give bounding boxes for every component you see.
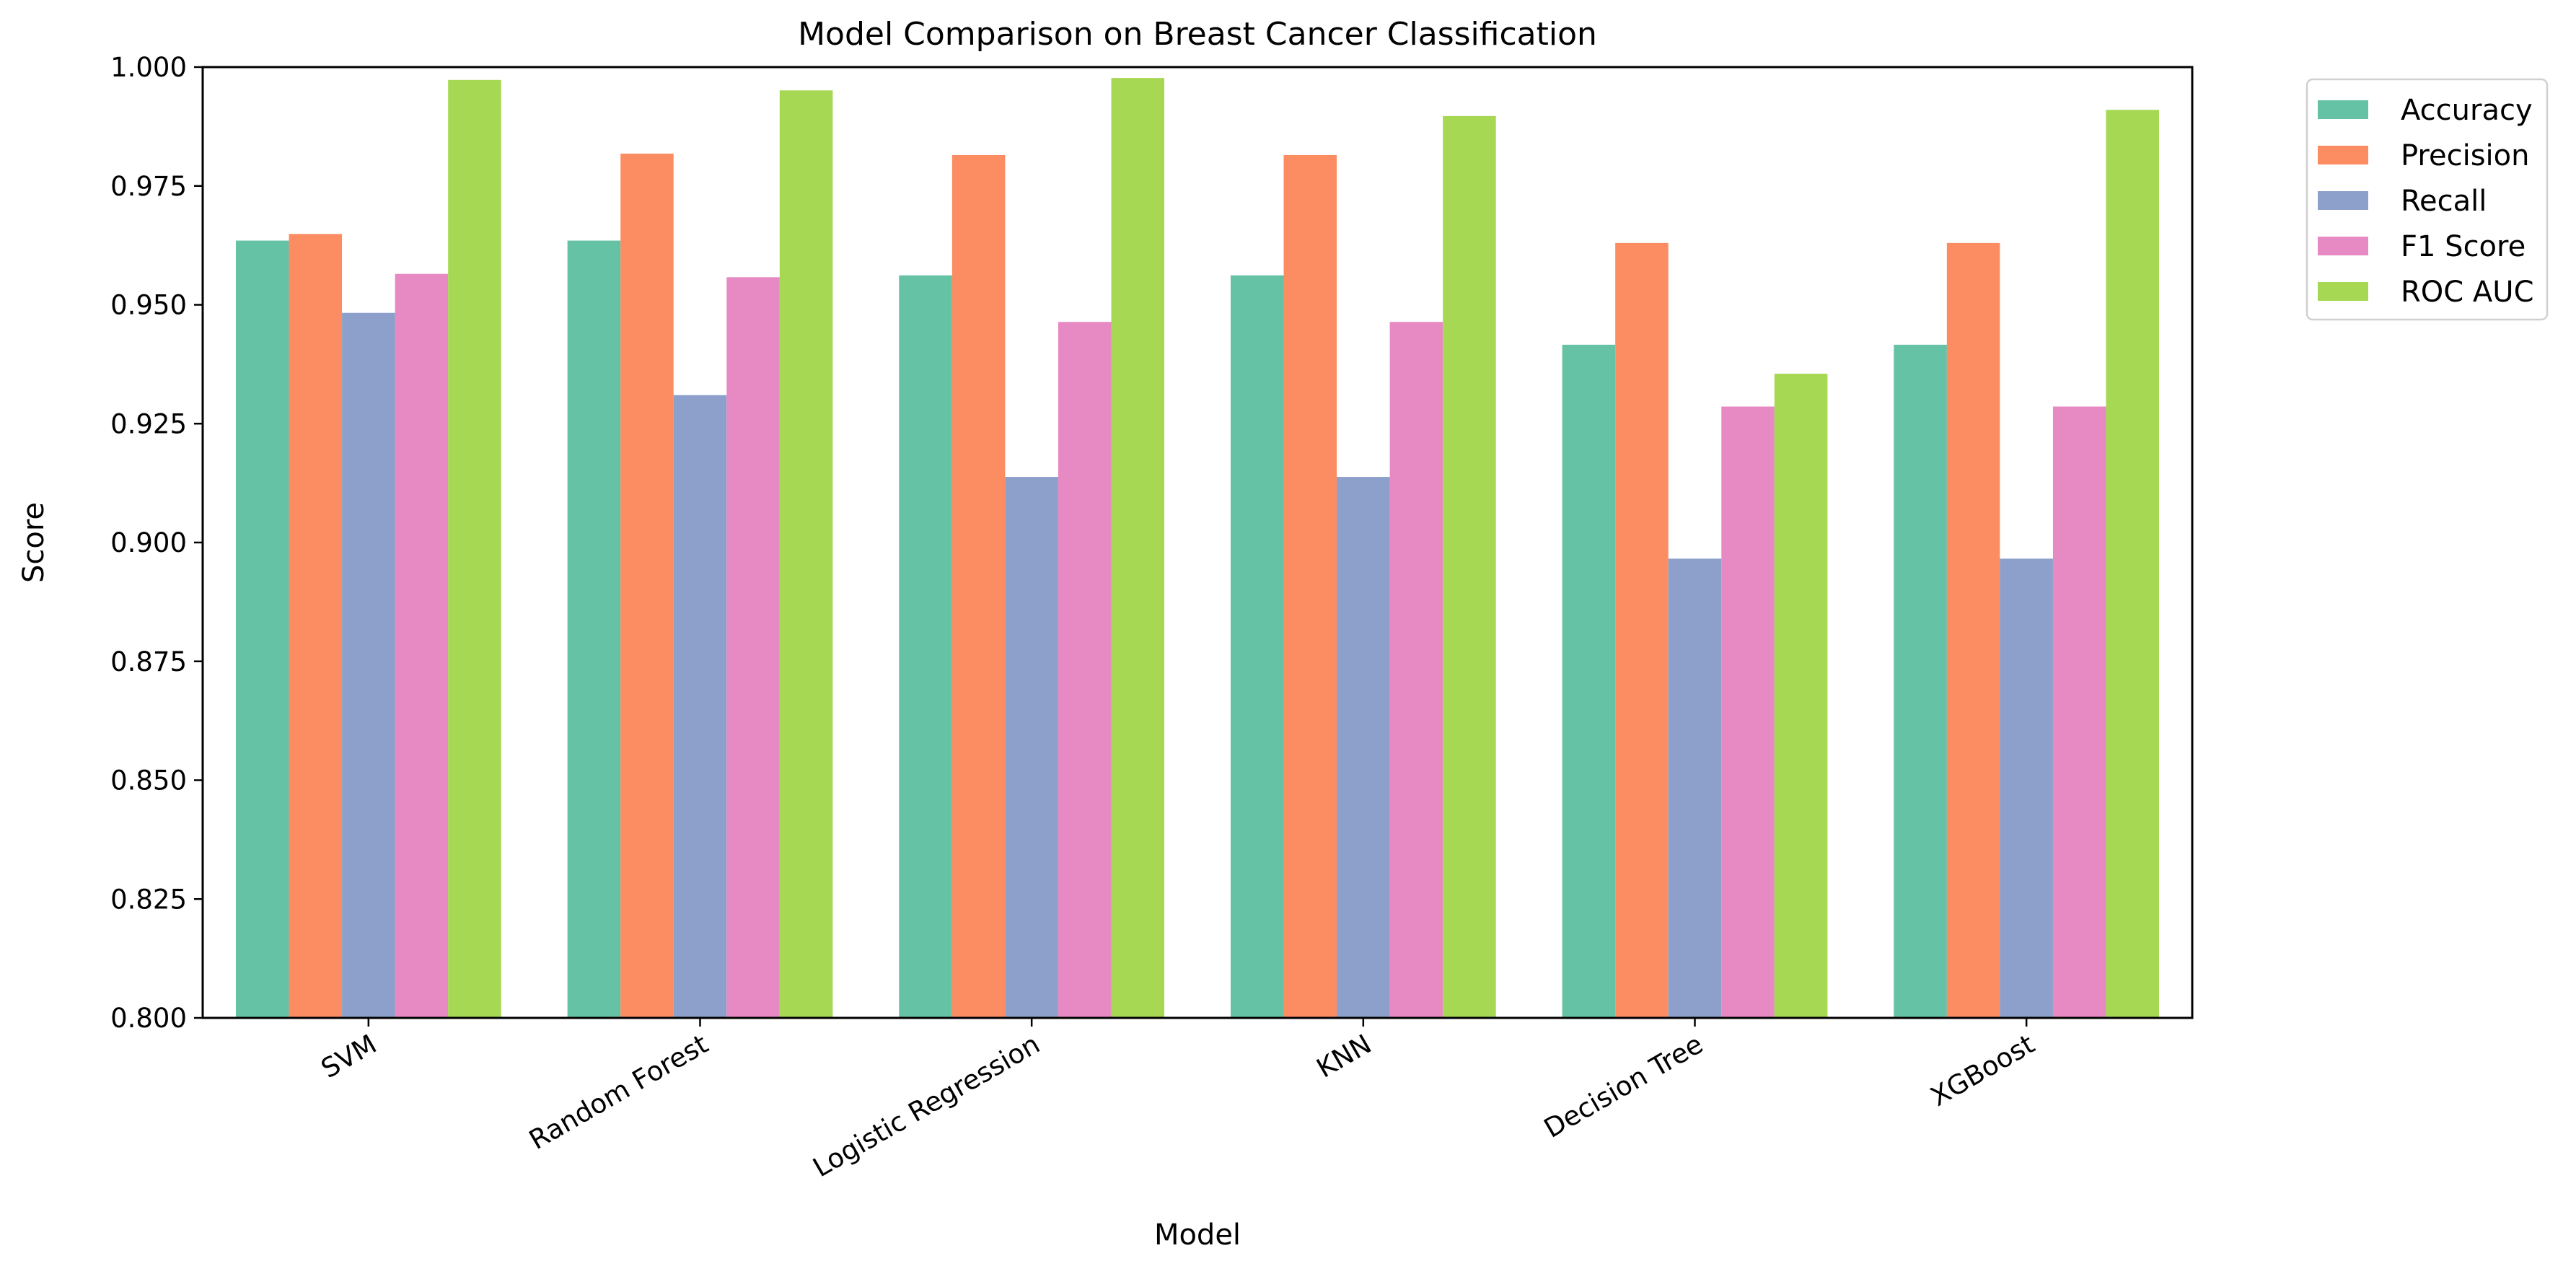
legend-label-recall: Recall bbox=[2401, 185, 2487, 218]
chart-title: Model Comparison on Breast Cancer Classi… bbox=[798, 16, 1597, 53]
legend-label-roc-auc: ROC AUC bbox=[2401, 276, 2534, 309]
legend-swatch-precision bbox=[2318, 146, 2368, 164]
plot-bars bbox=[235, 78, 2160, 1019]
bar-decision-tree-recall bbox=[1668, 558, 1722, 1018]
bar-knn-f1-score bbox=[1389, 322, 1443, 1018]
legend: Accuracy Precision Recall F1 Score ROC AUC bbox=[2305, 78, 2549, 321]
bar-random-forest-recall bbox=[673, 395, 727, 1018]
x-tick-label-random-forest: Random Forest bbox=[524, 1029, 713, 1156]
bar-logistic-regression-precision bbox=[951, 154, 1006, 1018]
y-tick-label: 0.825 bbox=[110, 884, 187, 915]
bar-svm-accuracy bbox=[235, 240, 289, 1018]
bar-logistic-regression-roc-auc bbox=[1111, 78, 1165, 1019]
bar-knn-accuracy bbox=[1230, 275, 1284, 1019]
bar-decision-tree-f1-score bbox=[1721, 406, 1775, 1018]
bar-decision-tree-precision bbox=[1615, 242, 1669, 1019]
y-tick-label: 0.800 bbox=[110, 1003, 187, 1034]
bar-svm-precision bbox=[289, 234, 343, 1019]
legend-swatch-recall bbox=[2318, 191, 2368, 210]
bar-xgboost-f1-score bbox=[2052, 406, 2106, 1018]
bar-xgboost-recall bbox=[2000, 558, 2053, 1018]
bar-xgboost-accuracy bbox=[1894, 344, 1947, 1019]
bar-random-forest-f1-score bbox=[726, 277, 780, 1018]
bar-logistic-regression-accuracy bbox=[899, 275, 952, 1019]
bar-knn-roc-auc bbox=[1443, 115, 1496, 1019]
y-tick-label: 0.950 bbox=[110, 290, 187, 321]
bar-decision-tree-roc-auc bbox=[1774, 374, 1828, 1018]
bar-random-forest-accuracy bbox=[567, 240, 621, 1018]
bar-xgboost-precision bbox=[1946, 242, 2000, 1019]
x-tick-label-decision-tree: Decision Tree bbox=[1539, 1029, 1708, 1144]
x-axis: SVM Random Forest Logistic Regression KNN De… bbox=[316, 1018, 2040, 1183]
legend-swatch-f1-score bbox=[2318, 237, 2368, 255]
bar-random-forest-precision bbox=[620, 153, 674, 1019]
y-tick-label: 0.900 bbox=[110, 527, 187, 558]
y-axis-label: Score bbox=[17, 502, 50, 583]
x-tick-label-logistic-regression: Logistic Regression bbox=[808, 1029, 1045, 1184]
y-tick-label: 0.975 bbox=[110, 171, 187, 202]
bar-svm-f1-score bbox=[395, 273, 449, 1018]
y-tick-label: 1.000 bbox=[110, 52, 187, 83]
legend-swatch-accuracy bbox=[2318, 100, 2368, 119]
bar-xgboost-roc-auc bbox=[2106, 110, 2160, 1018]
legend-label-f1-score: F1 Score bbox=[2401, 230, 2526, 263]
x-tick-label-knn: KNN bbox=[1311, 1029, 1376, 1084]
y-tick-label: 0.875 bbox=[110, 646, 187, 677]
x-tick-label-svm: SVM bbox=[316, 1029, 382, 1085]
bar-logistic-regression-f1-score bbox=[1058, 322, 1112, 1018]
legend-box bbox=[2305, 78, 2549, 321]
bar-logistic-regression-recall bbox=[1005, 477, 1058, 1018]
bar-svm-roc-auc bbox=[448, 79, 501, 1019]
bar-decision-tree-accuracy bbox=[1562, 344, 1616, 1019]
bar-knn-recall bbox=[1337, 477, 1390, 1018]
bar-random-forest-roc-auc bbox=[779, 90, 833, 1018]
y-axis: 0.800 0.825 0.850 0.875 0.900 0.925 0.950 0.975… bbox=[110, 52, 203, 1034]
legend-label-accuracy: Accuracy bbox=[2401, 94, 2533, 127]
y-tick-label: 0.925 bbox=[110, 408, 187, 439]
legend-swatch-roc-auc bbox=[2318, 282, 2368, 301]
x-tick-label-xgboost: XGBoost bbox=[1925, 1029, 2040, 1112]
y-tick-label: 0.850 bbox=[110, 765, 187, 796]
x-axis-label: Model bbox=[1154, 1218, 1241, 1252]
bar-svm-recall bbox=[342, 312, 395, 1018]
legend-label-precision: Precision bbox=[2401, 139, 2529, 172]
bar-knn-precision bbox=[1283, 154, 1337, 1018]
